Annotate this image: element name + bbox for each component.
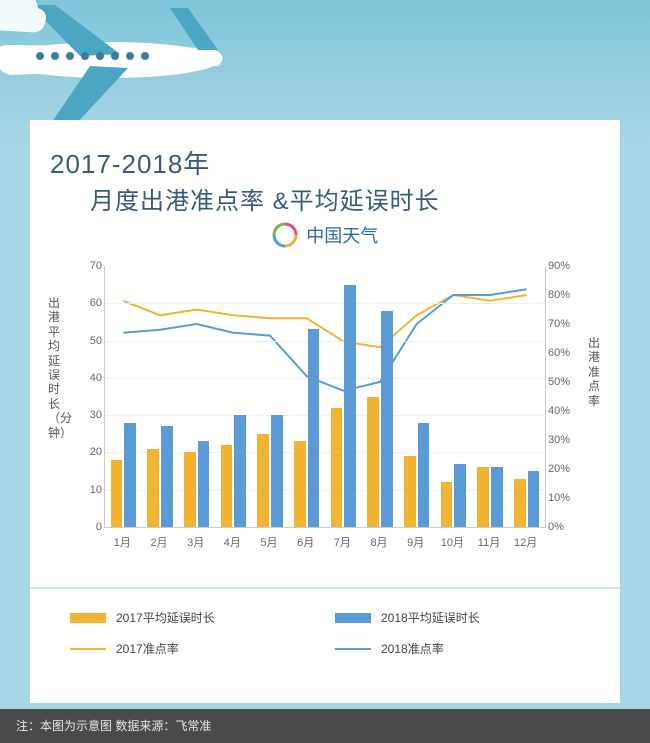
bar bbox=[514, 479, 526, 527]
bar bbox=[528, 471, 540, 527]
y-right-title: 出港准点率 bbox=[588, 336, 602, 408]
legend-label: 2017平均延误时长 bbox=[116, 609, 215, 626]
legend-item: 2018准点率 bbox=[335, 640, 580, 657]
bar bbox=[308, 329, 320, 527]
bar bbox=[367, 397, 379, 528]
footer-note: 注：本图为示意图 数据来源：飞常准 bbox=[0, 709, 650, 743]
hero-banner bbox=[0, 0, 650, 140]
x-tick: 12月 bbox=[514, 534, 537, 550]
x-tick: 10月 bbox=[441, 534, 464, 550]
bar bbox=[404, 456, 416, 527]
title-block: 2017-2018年 月度出港准点率 &平均延误时长 bbox=[50, 144, 600, 216]
legend-swatch bbox=[335, 648, 371, 650]
legend-item: 2017准点率 bbox=[70, 640, 315, 657]
x-tick: 2月 bbox=[150, 534, 167, 550]
bar bbox=[331, 408, 343, 527]
brand: 中国天气 bbox=[50, 222, 600, 248]
chart: 出港平均延误时长（分钟） 出港准点率 0102030405060700%10%2… bbox=[54, 256, 596, 556]
brand-text: 中国天气 bbox=[306, 222, 378, 248]
y-right-tick: 40% bbox=[548, 405, 582, 417]
y-right-tick: 10% bbox=[548, 492, 582, 504]
plot-area bbox=[104, 266, 546, 528]
bar bbox=[454, 464, 466, 527]
gridline bbox=[105, 341, 545, 342]
y-left-tick: 30 bbox=[82, 409, 102, 421]
bar bbox=[491, 467, 503, 527]
y-left-tick: 50 bbox=[82, 335, 102, 347]
y-left-title: 出港平均延误时长（分钟） bbox=[48, 296, 62, 440]
x-tick: 5月 bbox=[260, 534, 277, 550]
legend-swatch bbox=[335, 613, 371, 623]
bar bbox=[221, 445, 233, 527]
x-tick: 6月 bbox=[297, 534, 314, 550]
bar bbox=[147, 449, 159, 527]
bar bbox=[124, 423, 136, 527]
bar bbox=[441, 482, 453, 527]
legend-item: 2017平均延误时长 bbox=[70, 609, 315, 626]
gridline bbox=[105, 303, 545, 304]
y-right-tick: 50% bbox=[548, 376, 582, 388]
bar bbox=[234, 415, 246, 527]
bar bbox=[257, 434, 269, 527]
title-line2: 月度出港准点率 &平均延误时长 bbox=[90, 181, 600, 216]
x-tick: 9月 bbox=[407, 534, 424, 550]
y-left-tick: 40 bbox=[82, 372, 102, 384]
bar bbox=[184, 452, 196, 527]
bar bbox=[344, 285, 356, 527]
bar bbox=[161, 426, 173, 527]
legend-label: 2018准点率 bbox=[381, 640, 444, 657]
bar bbox=[111, 460, 123, 527]
y-right-tick: 70% bbox=[548, 318, 582, 330]
y-left-tick: 60 bbox=[82, 297, 102, 309]
x-tick: 8月 bbox=[370, 534, 387, 550]
y-right-tick: 90% bbox=[548, 260, 582, 272]
bar bbox=[381, 311, 393, 527]
y-left-tick: 10 bbox=[82, 484, 102, 496]
legend: 2017平均延误时长 2018平均延误时长 2017准点率 2018准点率 bbox=[30, 587, 620, 677]
y-right-tick: 20% bbox=[548, 463, 582, 475]
gridline bbox=[105, 378, 545, 379]
y-left-tick: 70 bbox=[82, 260, 102, 272]
x-tick: 11月 bbox=[478, 534, 500, 550]
legend-swatch bbox=[70, 613, 106, 623]
legend-item: 2018平均延误时长 bbox=[335, 609, 580, 626]
y-right-tick: 30% bbox=[548, 434, 582, 446]
y-right-tick: 80% bbox=[548, 289, 582, 301]
bar bbox=[271, 415, 283, 527]
legend-label: 2018平均延误时长 bbox=[381, 609, 480, 626]
y-right-tick: 0% bbox=[548, 521, 582, 533]
x-tick: 3月 bbox=[187, 534, 204, 550]
bar bbox=[477, 467, 489, 527]
bar bbox=[418, 423, 430, 527]
y-left-tick: 20 bbox=[82, 446, 102, 458]
airplane-icon bbox=[0, 0, 270, 140]
y-left-tick: 0 bbox=[82, 521, 102, 533]
y-right-tick: 60% bbox=[548, 347, 582, 359]
legend-swatch bbox=[70, 648, 106, 650]
legend-label: 2017准点率 bbox=[116, 640, 179, 657]
bar bbox=[198, 441, 210, 527]
title-line1: 2017-2018年 bbox=[50, 144, 600, 181]
brand-logo-icon bbox=[272, 222, 298, 248]
gridline bbox=[105, 415, 545, 416]
x-tick: 7月 bbox=[334, 534, 351, 550]
bar bbox=[294, 441, 306, 527]
x-tick: 1月 bbox=[114, 534, 131, 550]
x-tick: 4月 bbox=[224, 534, 241, 550]
